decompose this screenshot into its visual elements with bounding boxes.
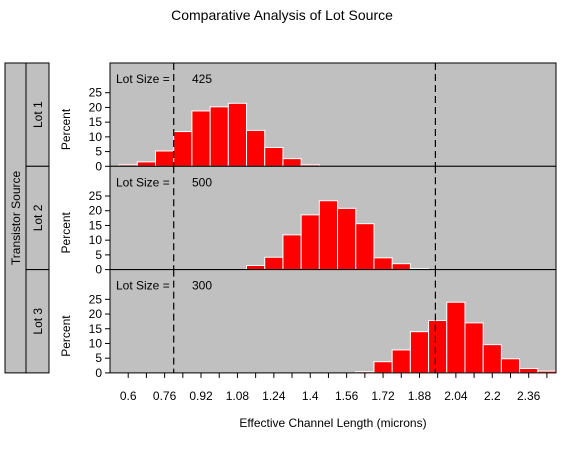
histogram-bar xyxy=(265,147,283,166)
x-tick-label: 1.56 xyxy=(335,389,359,403)
x-tick-label: 1.4 xyxy=(302,389,319,403)
x-tick-label: 1.72 xyxy=(371,389,395,403)
x-tick-label: 0.92 xyxy=(189,389,213,403)
lot-size-value: 500 xyxy=(192,175,212,189)
histogram-bar xyxy=(156,151,174,166)
y-tick-label: 0 xyxy=(95,263,102,277)
y-tick-label: 10 xyxy=(89,233,103,247)
y-tick-label: 25 xyxy=(89,292,103,306)
y-tick-label: 25 xyxy=(89,189,103,203)
y-tick-label: 15 xyxy=(89,322,103,336)
lot-strip-label: Lot 1 xyxy=(31,101,45,128)
histogram-bar xyxy=(374,258,392,270)
histogram-bar xyxy=(319,201,337,270)
lot-size-label: Lot Size = xyxy=(116,72,170,86)
lot-size-value: 425 xyxy=(192,72,212,86)
y-tick-label: 5 xyxy=(95,145,102,159)
histogram-bar xyxy=(374,362,392,373)
lot-size-value: 300 xyxy=(192,279,212,293)
histogram-bar xyxy=(192,111,210,166)
histogram-bar xyxy=(410,332,428,373)
histogram-bar xyxy=(265,257,283,269)
x-tick-label: 1.24 xyxy=(262,389,286,403)
x-tick-label: 2.2 xyxy=(484,389,501,403)
histogram-bar xyxy=(429,321,447,373)
x-tick-label: 0.6 xyxy=(120,389,137,403)
y-tick-label: 5 xyxy=(95,248,102,262)
histogram-bar xyxy=(137,162,155,166)
x-tick-label: 2.36 xyxy=(517,389,541,403)
y-tick-label: 0 xyxy=(95,159,102,173)
histogram-bar xyxy=(283,235,301,270)
histogram-bar xyxy=(247,130,265,166)
group-strips: Transistor Source Lot 1 Lot 2 Lot 3 xyxy=(5,63,49,373)
lot-size-label: Lot Size = xyxy=(116,279,170,293)
y-tick-label: 15 xyxy=(89,218,103,232)
lot-size-label: Lot Size = xyxy=(116,175,170,189)
group-strip-label: Transistor Source xyxy=(9,171,23,266)
histogram-bar xyxy=(301,215,319,270)
y-tick-label: 0 xyxy=(95,366,102,380)
histogram-bar xyxy=(465,323,483,373)
y-axis-label: Percent xyxy=(59,108,73,150)
y-axis-label: Percent xyxy=(59,315,73,357)
x-axis-label: Effective Channel Length (microns) xyxy=(239,416,426,430)
y-tick-label: 10 xyxy=(89,336,103,350)
x-tick-label: 2.04 xyxy=(444,389,468,403)
histogram-bar xyxy=(501,359,519,373)
y-axis-label: Percent xyxy=(59,211,73,253)
y-tick-label: 20 xyxy=(89,204,103,218)
y-tick-label: 20 xyxy=(89,100,103,114)
histogram-bar xyxy=(392,350,410,373)
histogram-bar xyxy=(174,132,192,167)
lot-strip-label: Lot 3 xyxy=(31,308,45,335)
x-tick-label: 1.08 xyxy=(226,389,250,403)
y-tick-label: 25 xyxy=(89,86,103,100)
histogram-bar xyxy=(447,302,465,373)
chart-title: Comparative Analysis of Lot Source xyxy=(171,7,393,23)
x-tick-label: 1.88 xyxy=(408,389,432,403)
y-tick-label: 15 xyxy=(89,115,103,129)
histogram-bar xyxy=(247,265,265,269)
x-tick-label: 0.76 xyxy=(153,389,177,403)
histogram-bar xyxy=(520,368,538,372)
y-tick-label: 20 xyxy=(89,307,103,321)
y-tick-label: 5 xyxy=(95,351,102,365)
histogram-bar xyxy=(338,208,356,269)
lot-strip-label: Lot 2 xyxy=(31,204,45,231)
histogram-bar xyxy=(356,224,374,270)
histogram-bar xyxy=(283,159,301,167)
histogram-bar xyxy=(210,107,228,166)
histogram-bar xyxy=(392,264,410,270)
histogram-bar xyxy=(483,345,501,373)
histogram-bar xyxy=(228,103,246,166)
x-axis: 0.6 0.76 0.92 1.08 1.24 1.4 1.56 1.72 1.88 2.04 2.… xyxy=(120,373,547,403)
y-tick-label: 10 xyxy=(89,130,103,144)
